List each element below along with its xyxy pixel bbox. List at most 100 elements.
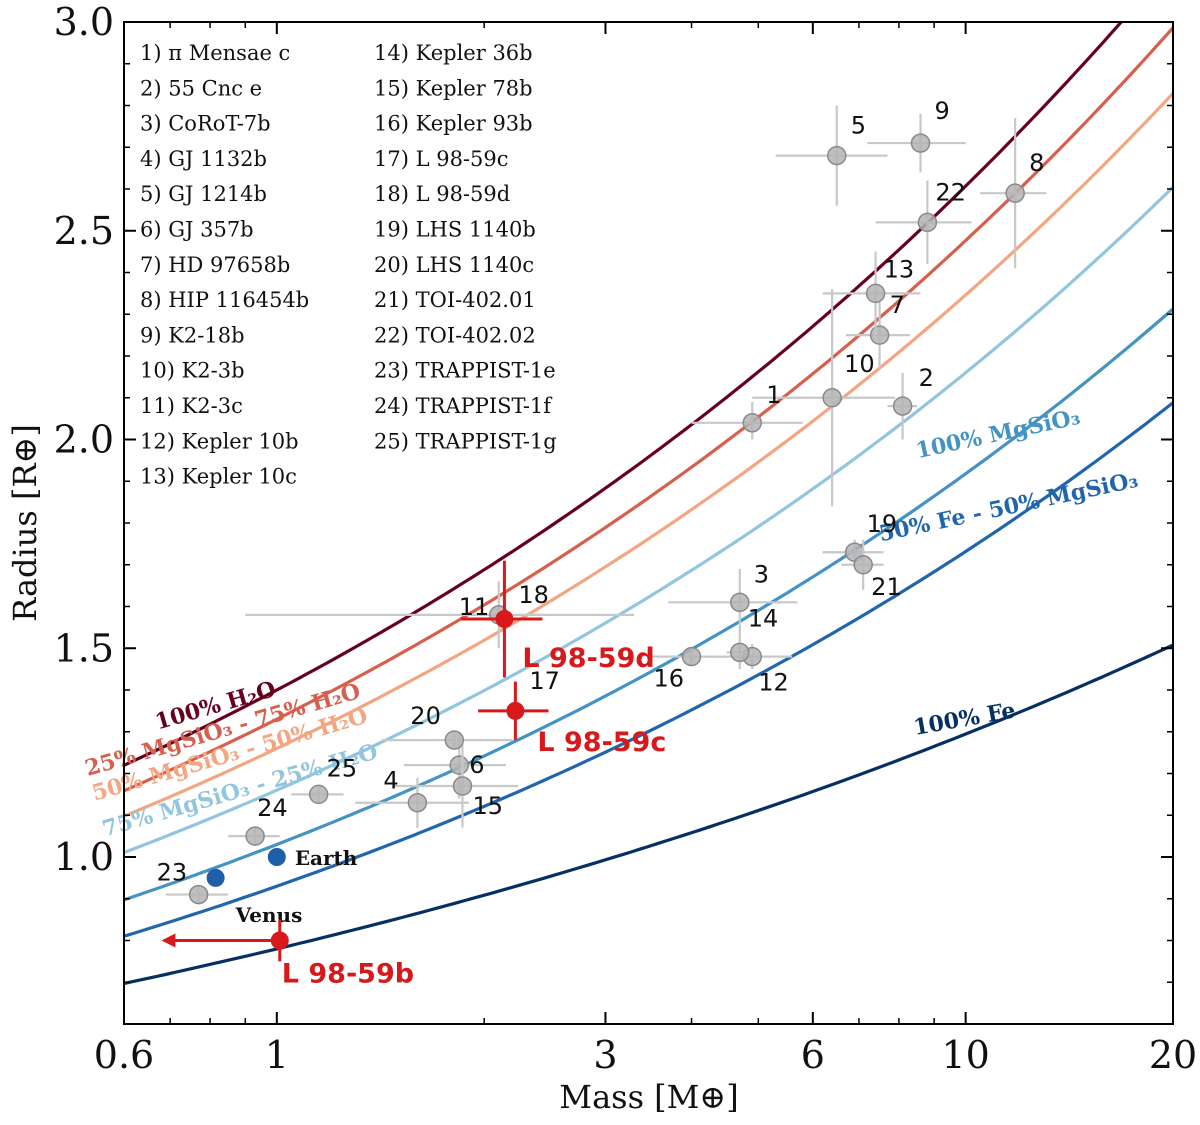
planet-number-19: 19 <box>867 510 898 538</box>
planet-number-21: 21 <box>871 573 902 601</box>
known-planet-2 <box>887 372 918 440</box>
known-planet-1 <box>691 401 803 440</box>
planet-point <box>407 792 428 813</box>
known-planet-9 <box>867 113 966 173</box>
planet-l-98-59c: L 98-59c 17 <box>478 667 666 758</box>
solar-system-planets: Earth Venus <box>206 846 358 927</box>
planet-list-item: 2) 55 Cnc e <box>140 76 262 100</box>
curve-100-h-o <box>124 22 1124 767</box>
planet-list-item: 21) TOI-402.01 <box>374 288 536 312</box>
y-tick-label: 1.5 <box>54 626 114 670</box>
known-planet-16 <box>651 646 727 667</box>
planet-list-item: 7) HD 97658b <box>140 253 290 277</box>
known-planet-14 <box>726 635 753 670</box>
x-tick-label: 3 <box>593 1033 617 1077</box>
known-planet-20 <box>381 730 513 750</box>
planet-number-11: 11 <box>459 593 490 621</box>
known-planet-8 <box>980 118 1047 269</box>
plot-background <box>124 22 1173 1024</box>
y-tick-label: 2.0 <box>54 418 114 462</box>
planet-number-6: 6 <box>469 751 484 779</box>
planet-point <box>452 776 473 796</box>
planet-label-earth: Earth <box>295 846 358 870</box>
planet-list-item: 4) GJ 1132b <box>140 147 267 171</box>
planet-list-item: 18) L 98-59d <box>374 182 510 206</box>
planet-list-item: 5) GJ 1214b <box>140 182 267 206</box>
known-planet-24 <box>228 826 280 846</box>
curve-100-mgsio <box>124 307 1173 902</box>
planet-name-label: L 98-59d <box>522 643 654 674</box>
curve-50-fe-50-mgsio <box>124 401 1173 938</box>
planet-number-2: 2 <box>919 364 934 392</box>
planet-list-item: 6) GJ 357b <box>140 218 254 242</box>
planet-list-item: 8) HIP 116454b <box>140 288 309 312</box>
planet-list-item: 1) π Mensae c <box>140 41 290 65</box>
planet-point <box>730 592 750 613</box>
planet-list-item: 19) LHS 1140b <box>374 218 536 242</box>
known-planet-13 <box>822 251 921 336</box>
planet-list-item: 20) LHS 1140c <box>374 253 534 277</box>
planet-point <box>444 730 465 750</box>
known-planet-23 <box>165 884 229 905</box>
curve-75-mgsio-25-h-o <box>124 185 1173 855</box>
y-tick-label: 3.0 <box>54 0 114 44</box>
planet-point <box>449 755 469 775</box>
planet-number-14: 14 <box>748 604 779 632</box>
planet-number-18: 18 <box>518 581 549 609</box>
curve-100-fe <box>124 643 1173 986</box>
x-tick-label: 0.6 <box>94 1033 154 1077</box>
planet-point <box>730 642 750 663</box>
planet-list-item: 24) TRAPPIST-1f <box>374 394 553 418</box>
planet-number-3: 3 <box>754 560 769 588</box>
planet-number-7: 7 <box>890 291 905 319</box>
planet-list-item: 23) TRAPPIST-1e <box>374 359 556 383</box>
planet-number-13: 13 <box>884 255 915 283</box>
planet-point <box>853 555 873 575</box>
planet-number-20: 20 <box>410 702 441 730</box>
planet-point <box>827 145 847 166</box>
planet-list-item: 10) K2-3b <box>140 359 245 383</box>
planet-list-item: 25) TRAPPIST-1g <box>374 429 557 453</box>
planet-point <box>506 701 525 720</box>
planet-point <box>270 931 289 950</box>
axis-ticks: 0.6 1 3 6 10 201.01.52.02.53.0 <box>54 0 1198 1077</box>
l98-59-planets: L 98-59d 18 L 98-59c 17 L 98-59b <box>161 560 666 990</box>
planet-point <box>245 826 265 846</box>
planet-number-1: 1 <box>766 381 781 409</box>
planet-number-12: 12 <box>758 669 789 697</box>
planet-list-item: 16) Kepler 93b <box>374 112 533 136</box>
planet-number-16: 16 <box>654 665 685 693</box>
x-tick-label: 10 <box>941 1033 989 1077</box>
planet-l-98-59d: L 98-59d 18 <box>460 560 655 678</box>
known-planets <box>165 105 1047 905</box>
planet-label-venus: Venus <box>235 903 303 927</box>
known-planet-22 <box>875 180 972 265</box>
planet-point <box>742 413 762 433</box>
known-planet-5 <box>775 105 888 206</box>
known-planet-10 <box>752 289 896 507</box>
planet-point <box>495 610 514 629</box>
planet-list-item: 9) K2-18b <box>140 323 245 347</box>
known-planet-3 <box>668 568 798 636</box>
upper-limit-arrow-head <box>161 933 176 948</box>
planet-point <box>917 212 938 233</box>
planet-number-22: 22 <box>935 178 966 206</box>
planet-l-98-59b: L 98-59b <box>161 919 414 990</box>
planet-point <box>308 784 329 805</box>
planet-number-24: 24 <box>257 794 288 822</box>
x-tick-label: 1 <box>265 1033 289 1077</box>
planet-point <box>822 388 842 408</box>
y-axis-title: Radius [R⊕] <box>6 424 44 622</box>
y-tick-label: 2.5 <box>54 209 114 253</box>
x-tick-label: 20 <box>1149 1033 1197 1077</box>
y-tick-label: 1.0 <box>54 835 114 879</box>
planet-list-item: 11) K2-3c <box>140 394 243 418</box>
planet-list-item: 14) Kepler 36b <box>374 41 533 65</box>
curve-25-mgsio-75-h-o <box>124 26 1173 793</box>
planet-number-17: 17 <box>529 667 560 695</box>
known-planet-21 <box>841 539 884 590</box>
planet-list-item: 3) CoRoT-7b <box>140 112 271 136</box>
planet-number-5: 5 <box>851 112 866 140</box>
curve-50-mgsio-50-h-o <box>124 92 1173 818</box>
